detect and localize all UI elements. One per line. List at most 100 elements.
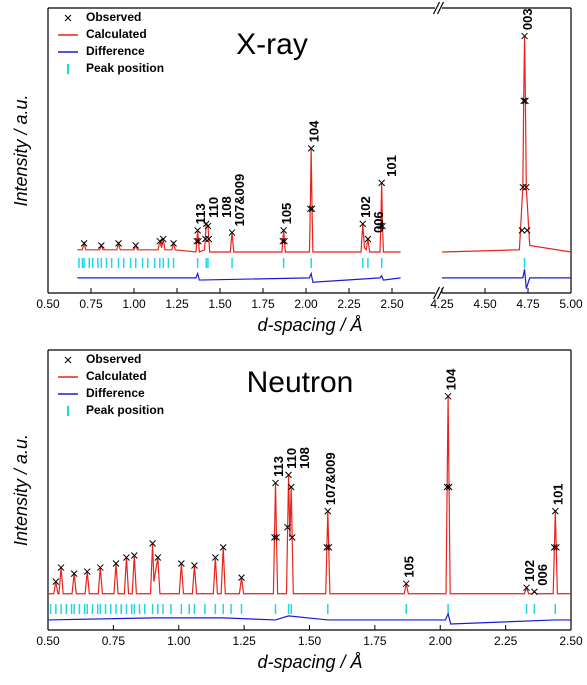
chart-title: Neutron xyxy=(247,366,354,399)
observed-point xyxy=(212,554,219,561)
x-tick-label: 2.25 xyxy=(494,634,518,648)
x-tick-label: 4.25 xyxy=(430,297,454,311)
observed-point xyxy=(123,554,130,561)
observed-point xyxy=(272,479,279,487)
observed-point xyxy=(115,239,122,247)
observed-point xyxy=(170,239,177,247)
x-axis-label: d-spacing / Å xyxy=(257,652,362,672)
observed-point xyxy=(191,562,198,569)
y-axis-label: Intensity / a.u. xyxy=(11,94,31,206)
observed-point xyxy=(553,544,560,551)
observed-point xyxy=(307,144,315,152)
observed-point xyxy=(551,507,559,515)
observed-point xyxy=(271,533,278,541)
observed-point xyxy=(273,533,280,541)
x-tick-label: 5.00 xyxy=(559,297,583,311)
observed-point xyxy=(402,580,410,588)
peak-label: 105 xyxy=(402,556,417,578)
x-tick-label: 0.50 xyxy=(36,297,60,311)
x-tick-label: 2.50 xyxy=(559,634,583,648)
x-tick-label: 1.25 xyxy=(232,634,256,648)
observed-point xyxy=(445,483,453,491)
observed-point xyxy=(523,227,531,234)
observed-point xyxy=(70,570,78,577)
observed-point xyxy=(523,584,530,592)
legend-label: Peak position xyxy=(86,61,164,75)
observed-point xyxy=(323,544,331,551)
peak-label: 006 xyxy=(535,564,550,586)
legend-symbol xyxy=(64,14,72,22)
observed-point xyxy=(205,235,213,243)
legend-label: Difference xyxy=(86,386,145,400)
x-tick-label: 1.75 xyxy=(363,634,387,648)
observed-point xyxy=(96,564,104,571)
observed-point xyxy=(159,235,167,243)
x-tick-label: 2.00 xyxy=(294,297,318,311)
observed-point xyxy=(287,483,295,491)
x-tick-label: 1.50 xyxy=(208,297,232,311)
observed-point xyxy=(359,220,367,228)
observed-point xyxy=(522,183,530,191)
observed-point xyxy=(132,242,140,249)
observed-point xyxy=(443,483,451,491)
x-tick-label: 2.00 xyxy=(429,634,453,648)
observed-point xyxy=(364,235,372,243)
x-tick-label: 1.50 xyxy=(298,634,322,648)
observed-point xyxy=(238,574,245,581)
observed-point xyxy=(83,568,91,575)
peak-label: 101 xyxy=(551,483,566,505)
axis-break xyxy=(432,1,441,15)
observed-point xyxy=(178,560,185,567)
legend-symbol xyxy=(64,356,72,364)
peak-label: 102 xyxy=(358,196,373,218)
legend-label: Difference xyxy=(86,44,145,58)
observed-point xyxy=(378,179,386,187)
y-axis-label: Intensity / a.u. xyxy=(11,434,31,546)
observed-point xyxy=(204,222,212,230)
observed-point xyxy=(195,237,202,245)
peak-label: 104 xyxy=(444,368,459,390)
observed-point xyxy=(285,471,292,479)
calculated-line xyxy=(48,396,571,595)
peak-label: 108 xyxy=(297,447,312,469)
peak-label: 108 xyxy=(219,196,234,218)
x-tick-label: 1.25 xyxy=(165,297,189,311)
x-tick-label: 2.50 xyxy=(380,297,404,311)
difference-line xyxy=(47,612,571,625)
x-tick-label: 0.50 xyxy=(36,634,60,648)
peak-label: 105 xyxy=(279,203,294,225)
observed-point xyxy=(308,205,316,213)
observed-point xyxy=(280,227,287,234)
peak-label: 113 xyxy=(271,456,286,477)
observed-point xyxy=(281,237,288,245)
observed-point xyxy=(219,544,227,551)
peak-label: 107&009 xyxy=(232,174,247,227)
observed-point xyxy=(288,533,296,541)
peak-label: 107&009 xyxy=(323,452,338,505)
observed-point xyxy=(228,229,236,236)
legend-label: Observed xyxy=(86,352,141,366)
observed-point xyxy=(193,237,201,245)
x-tick-label: 0.75 xyxy=(79,297,103,311)
observed-point xyxy=(279,237,287,245)
observed-point xyxy=(156,237,164,245)
observed-point xyxy=(520,97,528,105)
observed-point xyxy=(284,523,291,531)
x-tick-label: 0.75 xyxy=(102,634,126,648)
observed-point xyxy=(112,560,120,567)
peak-label: 113 xyxy=(193,203,208,224)
peak-label: 101 xyxy=(384,155,399,177)
observed-point xyxy=(149,540,156,547)
axis-break xyxy=(432,286,441,300)
observed-point xyxy=(522,97,529,105)
legend-label: Calculated xyxy=(86,27,147,41)
axis-break xyxy=(436,1,445,15)
x-tick-label: 4.75 xyxy=(516,297,540,311)
observed-point xyxy=(325,544,333,551)
x-tick-label: 2.25 xyxy=(337,297,361,311)
observed-point xyxy=(52,578,60,586)
x-tick-label: 1.00 xyxy=(167,634,191,648)
chart-title: X-ray xyxy=(236,28,308,61)
legend-label: Observed xyxy=(86,10,141,24)
